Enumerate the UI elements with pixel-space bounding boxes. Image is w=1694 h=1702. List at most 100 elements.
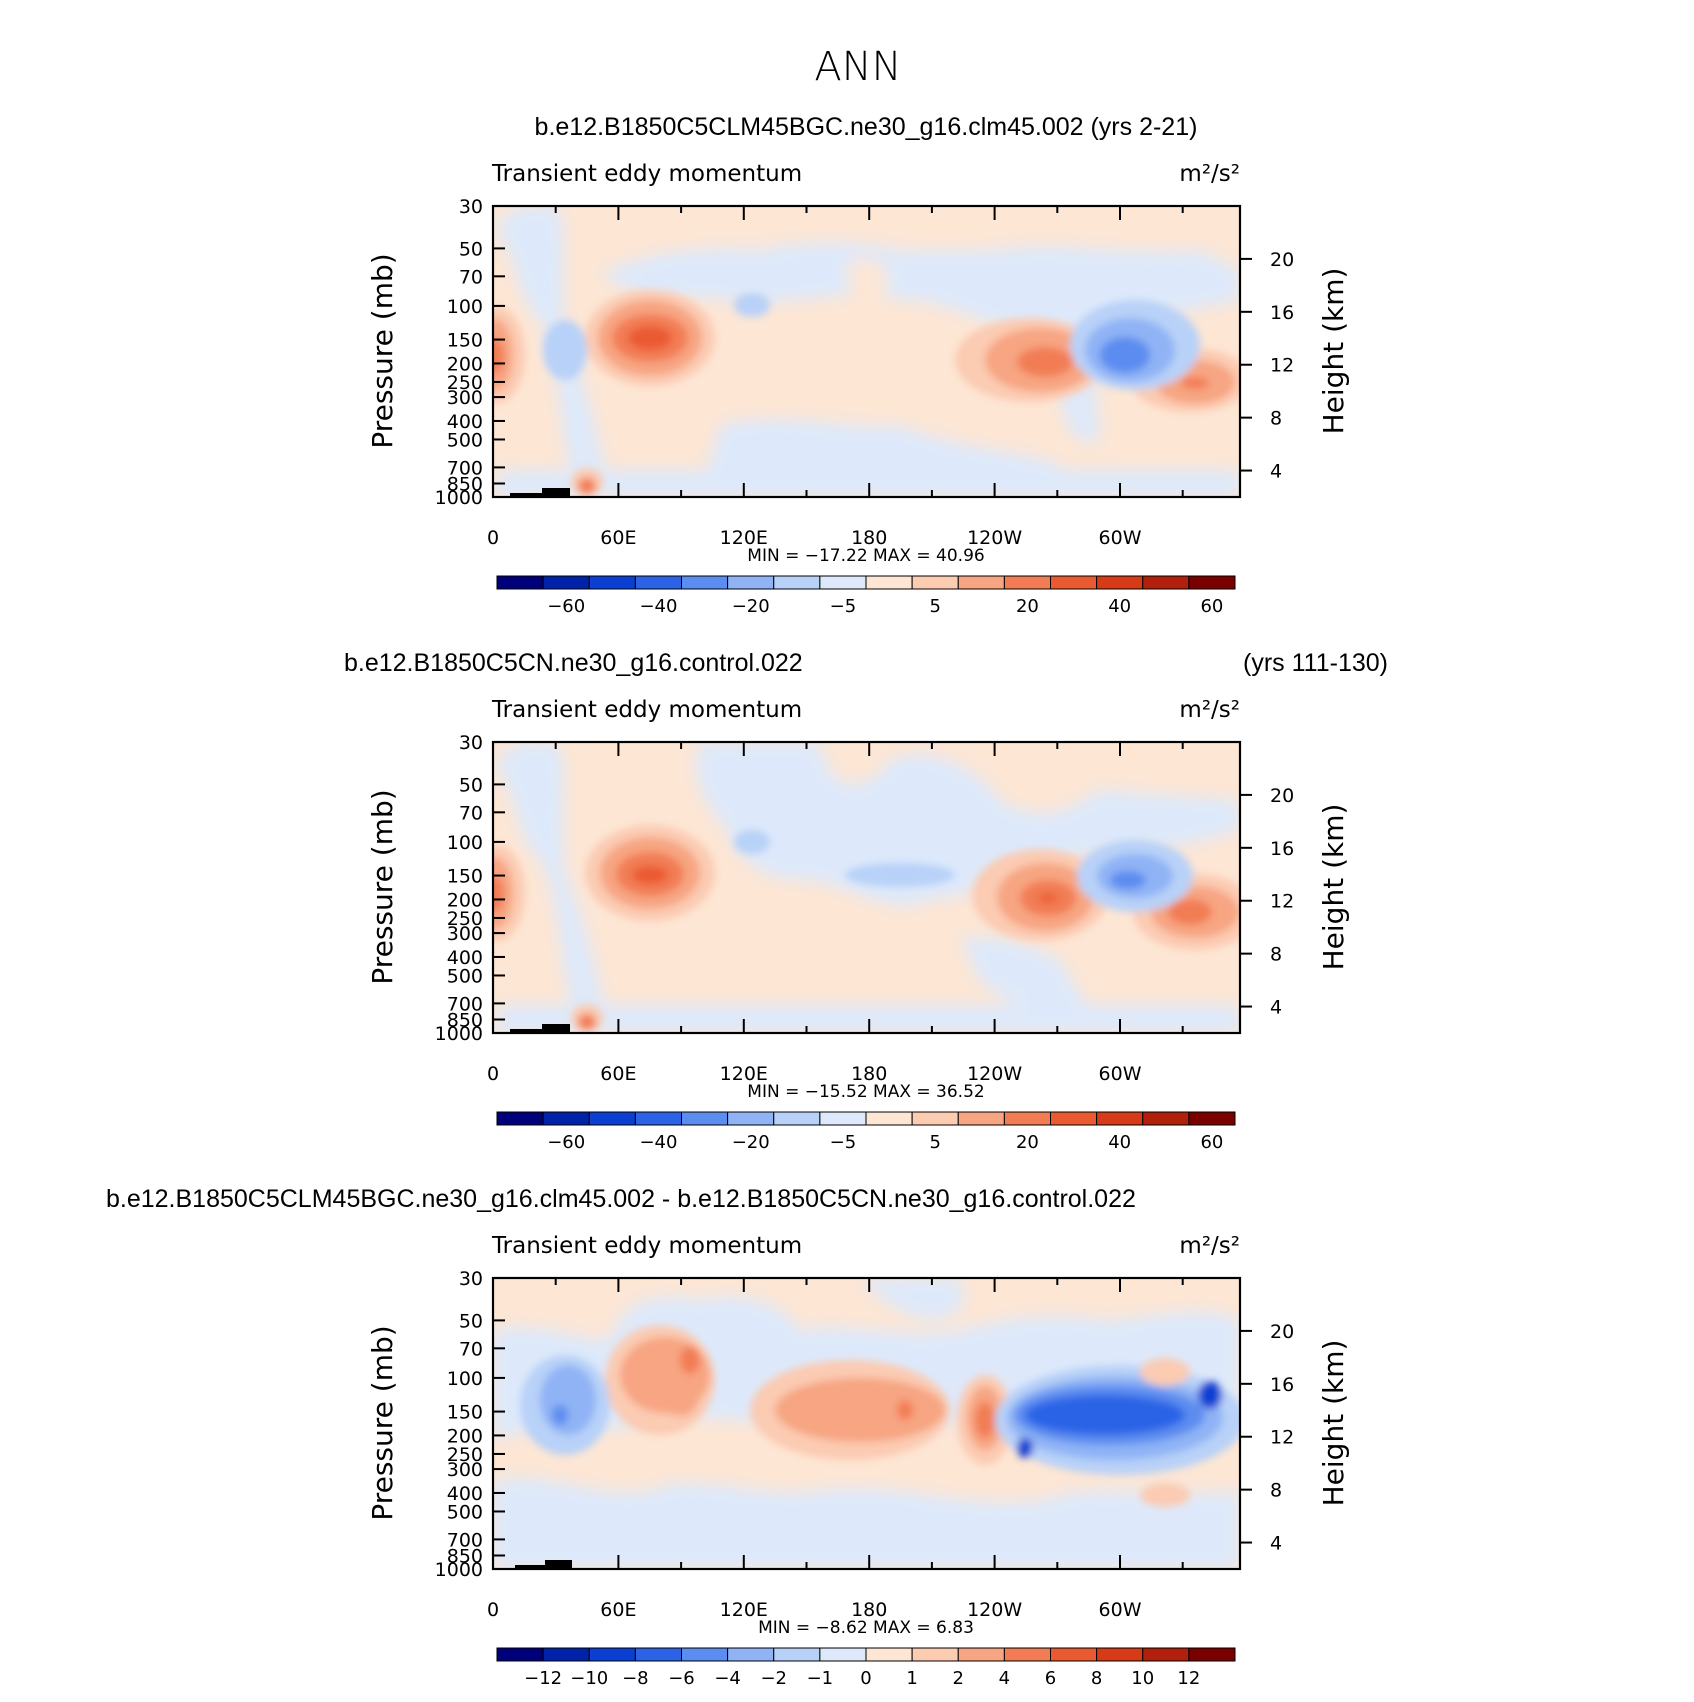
colorbar-tick-label: −8 [622, 1668, 649, 1689]
pressure-tick-label: 1000 [435, 487, 483, 509]
pressure-tick-label: 500 [447, 1501, 483, 1523]
height-tick-label: 16 [1270, 1374, 1294, 1396]
colorbar-tick-label: 20 [1016, 596, 1039, 617]
units-label: m²/s² [1179, 1233, 1240, 1259]
contour-field [493, 206, 1240, 497]
lon-tick-label: 60E [600, 1599, 636, 1621]
colorbar-tick-label: −5 [830, 596, 857, 617]
colorbar-swatch [1142, 575, 1190, 590]
pressure-tick-label: 30 [459, 196, 483, 218]
height-tick-label: 8 [1270, 944, 1282, 966]
case-title: b.e12.B1850C5CLM45BGC.ne30_g16.clm45.002… [106, 1185, 1136, 1213]
colorbar-tick-label: 2 [953, 1668, 964, 1689]
colorbar-swatch [1003, 1647, 1051, 1662]
lon-tick-label: 60E [600, 527, 636, 549]
colorbar-swatch [681, 1111, 729, 1126]
pressure-tick-label: 850 [447, 1010, 483, 1032]
colorbar-swatch [819, 575, 867, 590]
panel-2: b.e12.B1850C5CN.ne30_g16.control.022 (yr… [344, 649, 1388, 1035]
height-tick-label: 16 [1270, 302, 1294, 324]
lon-tick-label: 180 [851, 1599, 887, 1621]
pressure-tick-label: 1000 [435, 1559, 483, 1581]
colorbar-swatch [588, 1111, 636, 1126]
colorbar-swatch [588, 1647, 636, 1662]
pressure-tick-label: 250 [447, 1444, 483, 1466]
pressure-tick-label: 100 [447, 296, 483, 318]
lon-tick-label: 120W [967, 527, 1022, 549]
colorbar-tick-label: −6 [668, 1668, 695, 1689]
height-tick-label: 12 [1270, 355, 1294, 377]
pressure-tick-label: 300 [447, 387, 483, 409]
case-title: b.e12.B1850C5CLM45BGC.ne30_g16.clm45.002… [535, 113, 1198, 141]
pressure-tick-label: 30 [459, 732, 483, 754]
colorbar-swatch [911, 1647, 959, 1662]
pressure-tick-label: 850 [447, 1546, 483, 1568]
colorbar-swatch [911, 1111, 959, 1126]
min-max-label: MIN = −15.52 MAX = 36.52 [747, 1082, 984, 1102]
colorbar-swatch [727, 1647, 775, 1662]
colorbar-tick-label: −1 [807, 1668, 834, 1689]
pressure-tick-label: 200 [447, 889, 483, 911]
colorbar-tick-label: −2 [760, 1668, 787, 1689]
lon-tick-label: 120E [720, 527, 768, 549]
plot-frame [491, 740, 1242, 1035]
lon-tick-label: 0 [487, 1063, 499, 1085]
colorbar-swatch [773, 1647, 821, 1662]
lon-tick-label: 60W [1099, 527, 1142, 549]
pressure-tick-label: 100 [447, 832, 483, 854]
pressure-tick-label: 200 [447, 353, 483, 375]
pressure-tick-label: 400 [447, 411, 483, 433]
colorbar-swatch [496, 575, 544, 590]
pressure-tick-label: 400 [447, 947, 483, 969]
colorbar-swatch [634, 575, 682, 590]
pressure-tick-label: 700 [447, 1529, 483, 1551]
lon-tick-label: 60W [1099, 1063, 1142, 1085]
colorbar-tick-label: −20 [732, 596, 770, 617]
plot-frame [491, 1276, 1242, 1571]
colorbar-swatch [681, 1647, 729, 1662]
pressure-tick-label: 700 [447, 457, 483, 479]
colorbar-swatch [634, 1111, 682, 1126]
height-axis-label: Height (km) [1317, 1340, 1350, 1507]
pressure-tick-label: 70 [459, 802, 483, 824]
pressure-tick-label: 200 [447, 1425, 483, 1447]
colorbar-swatch [911, 575, 959, 590]
pressure-tick-label: 70 [459, 1338, 483, 1360]
pressure-tick-label: 50 [459, 774, 483, 796]
colorbar-swatch [1188, 575, 1236, 590]
lon-tick-label: 60E [600, 1063, 636, 1085]
pressure-tick-label: 50 [459, 1310, 483, 1332]
pressure-tick-label: 250 [447, 908, 483, 930]
colorbar-swatch [819, 1647, 867, 1662]
height-tick-label: 8 [1270, 1480, 1282, 1502]
height-tick-label: 8 [1270, 408, 1282, 430]
colorbar-swatch [865, 575, 913, 590]
colorbar-tick-label: 6 [1045, 1668, 1056, 1689]
colorbar-swatch [1096, 575, 1144, 590]
colorbar-swatch [681, 575, 729, 590]
pressure-axis-label: Pressure (mb) [366, 789, 399, 984]
colorbar-tick-label: 60 [1200, 596, 1223, 617]
pressure-tick-label: 300 [447, 1459, 483, 1481]
height-tick-label: 4 [1270, 997, 1282, 1019]
lon-tick-label: 120E [720, 1599, 768, 1621]
colorbar-2: −60 −40 −20 −5 5 20 40 60 [496, 1111, 1236, 1153]
plot-frame [491, 204, 1242, 499]
pressure-tick-label: 70 [459, 266, 483, 288]
height-tick-label: 12 [1270, 891, 1294, 913]
colorbar-1: −60 −40 −20 −5 5 20 40 60 [496, 575, 1236, 617]
colorbar-tick-label: −12 [524, 1668, 562, 1689]
contour-field [493, 1278, 1240, 1569]
colorbar-tick-label: 0 [860, 1668, 871, 1689]
pressure-tick-label: 30 [459, 1268, 483, 1290]
colorbar-tick-label: 60 [1200, 1132, 1223, 1153]
colorbar-swatch [957, 1111, 1005, 1126]
colorbar-swatch [957, 575, 1005, 590]
colorbar-swatch [819, 1111, 867, 1126]
colorbar-swatch [542, 1111, 590, 1126]
colorbar-swatch [588, 575, 636, 590]
colorbar-tick-label: 8 [1091, 1668, 1102, 1689]
height-axis-label: Height (km) [1317, 268, 1350, 435]
